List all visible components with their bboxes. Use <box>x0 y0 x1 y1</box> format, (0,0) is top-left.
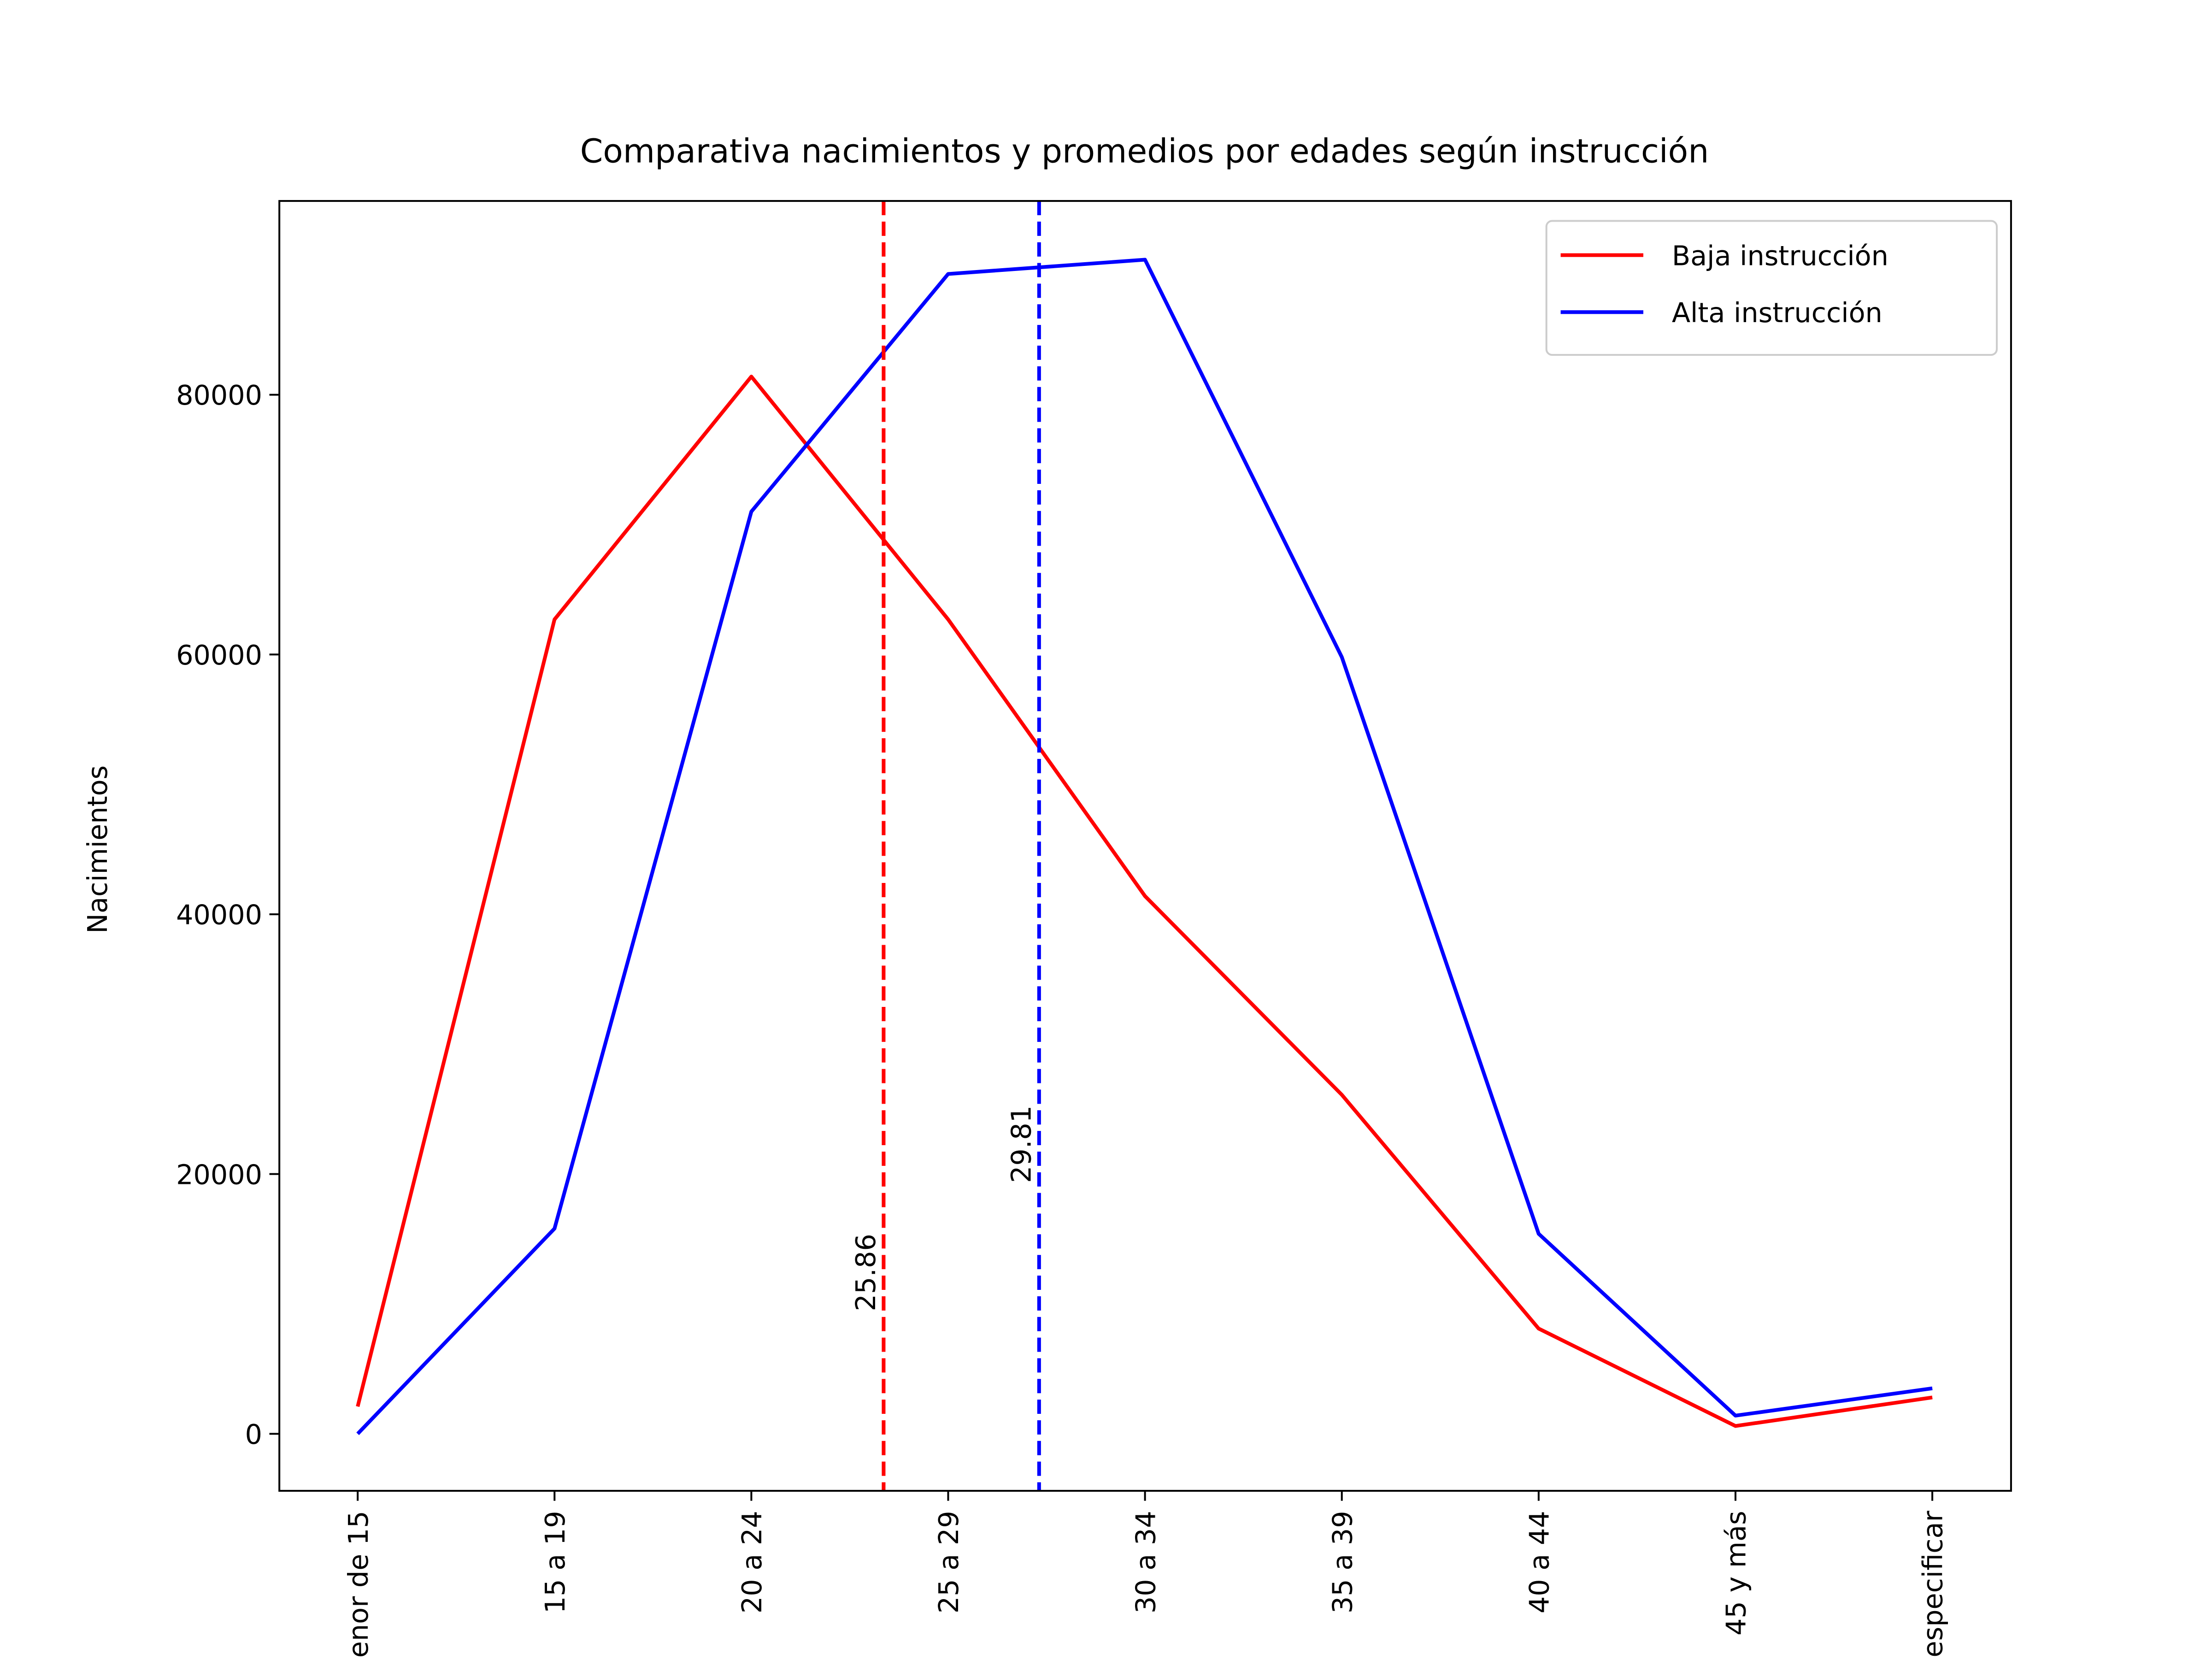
y-tick-label: 20000 <box>176 1159 262 1190</box>
y-tick-label: 80000 <box>176 379 262 411</box>
x-tick-label: 25 a 29 <box>933 1511 965 1613</box>
y-tick-label: 0 <box>245 1418 262 1450</box>
chart-title: Comparativa nacimientos y promedios por … <box>580 132 1709 171</box>
x-tick-label: 20 a 24 <box>736 1511 768 1613</box>
y-tick-label: 60000 <box>176 639 262 671</box>
x-tick-label: Menor de 15 <box>342 1511 374 1659</box>
x-tick-label: 40 a 44 <box>1523 1511 1555 1613</box>
data-line <box>356 258 1933 1435</box>
legend-label: Baja instrucción <box>1672 240 1888 271</box>
mean-label: 29.81 <box>1005 1106 1037 1183</box>
x-tick-label: 15 a 19 <box>539 1511 571 1613</box>
legend-box <box>1545 220 1998 356</box>
mean-label: 25.86 <box>850 1234 882 1311</box>
legend-label: Alta instrucción <box>1672 297 1883 329</box>
data-line <box>356 375 1933 1428</box>
x-tick-label: 30 a 34 <box>1130 1511 1161 1613</box>
x-tick-label: No especificar <box>1917 1511 1949 1659</box>
plot-frame <box>278 200 2012 1492</box>
y-axis-label: Nacimientos <box>82 765 113 934</box>
x-tick-label: 35 a 39 <box>1326 1511 1358 1613</box>
y-tick-label: 40000 <box>176 899 262 931</box>
x-tick-label: 45 y más <box>1720 1511 1752 1635</box>
